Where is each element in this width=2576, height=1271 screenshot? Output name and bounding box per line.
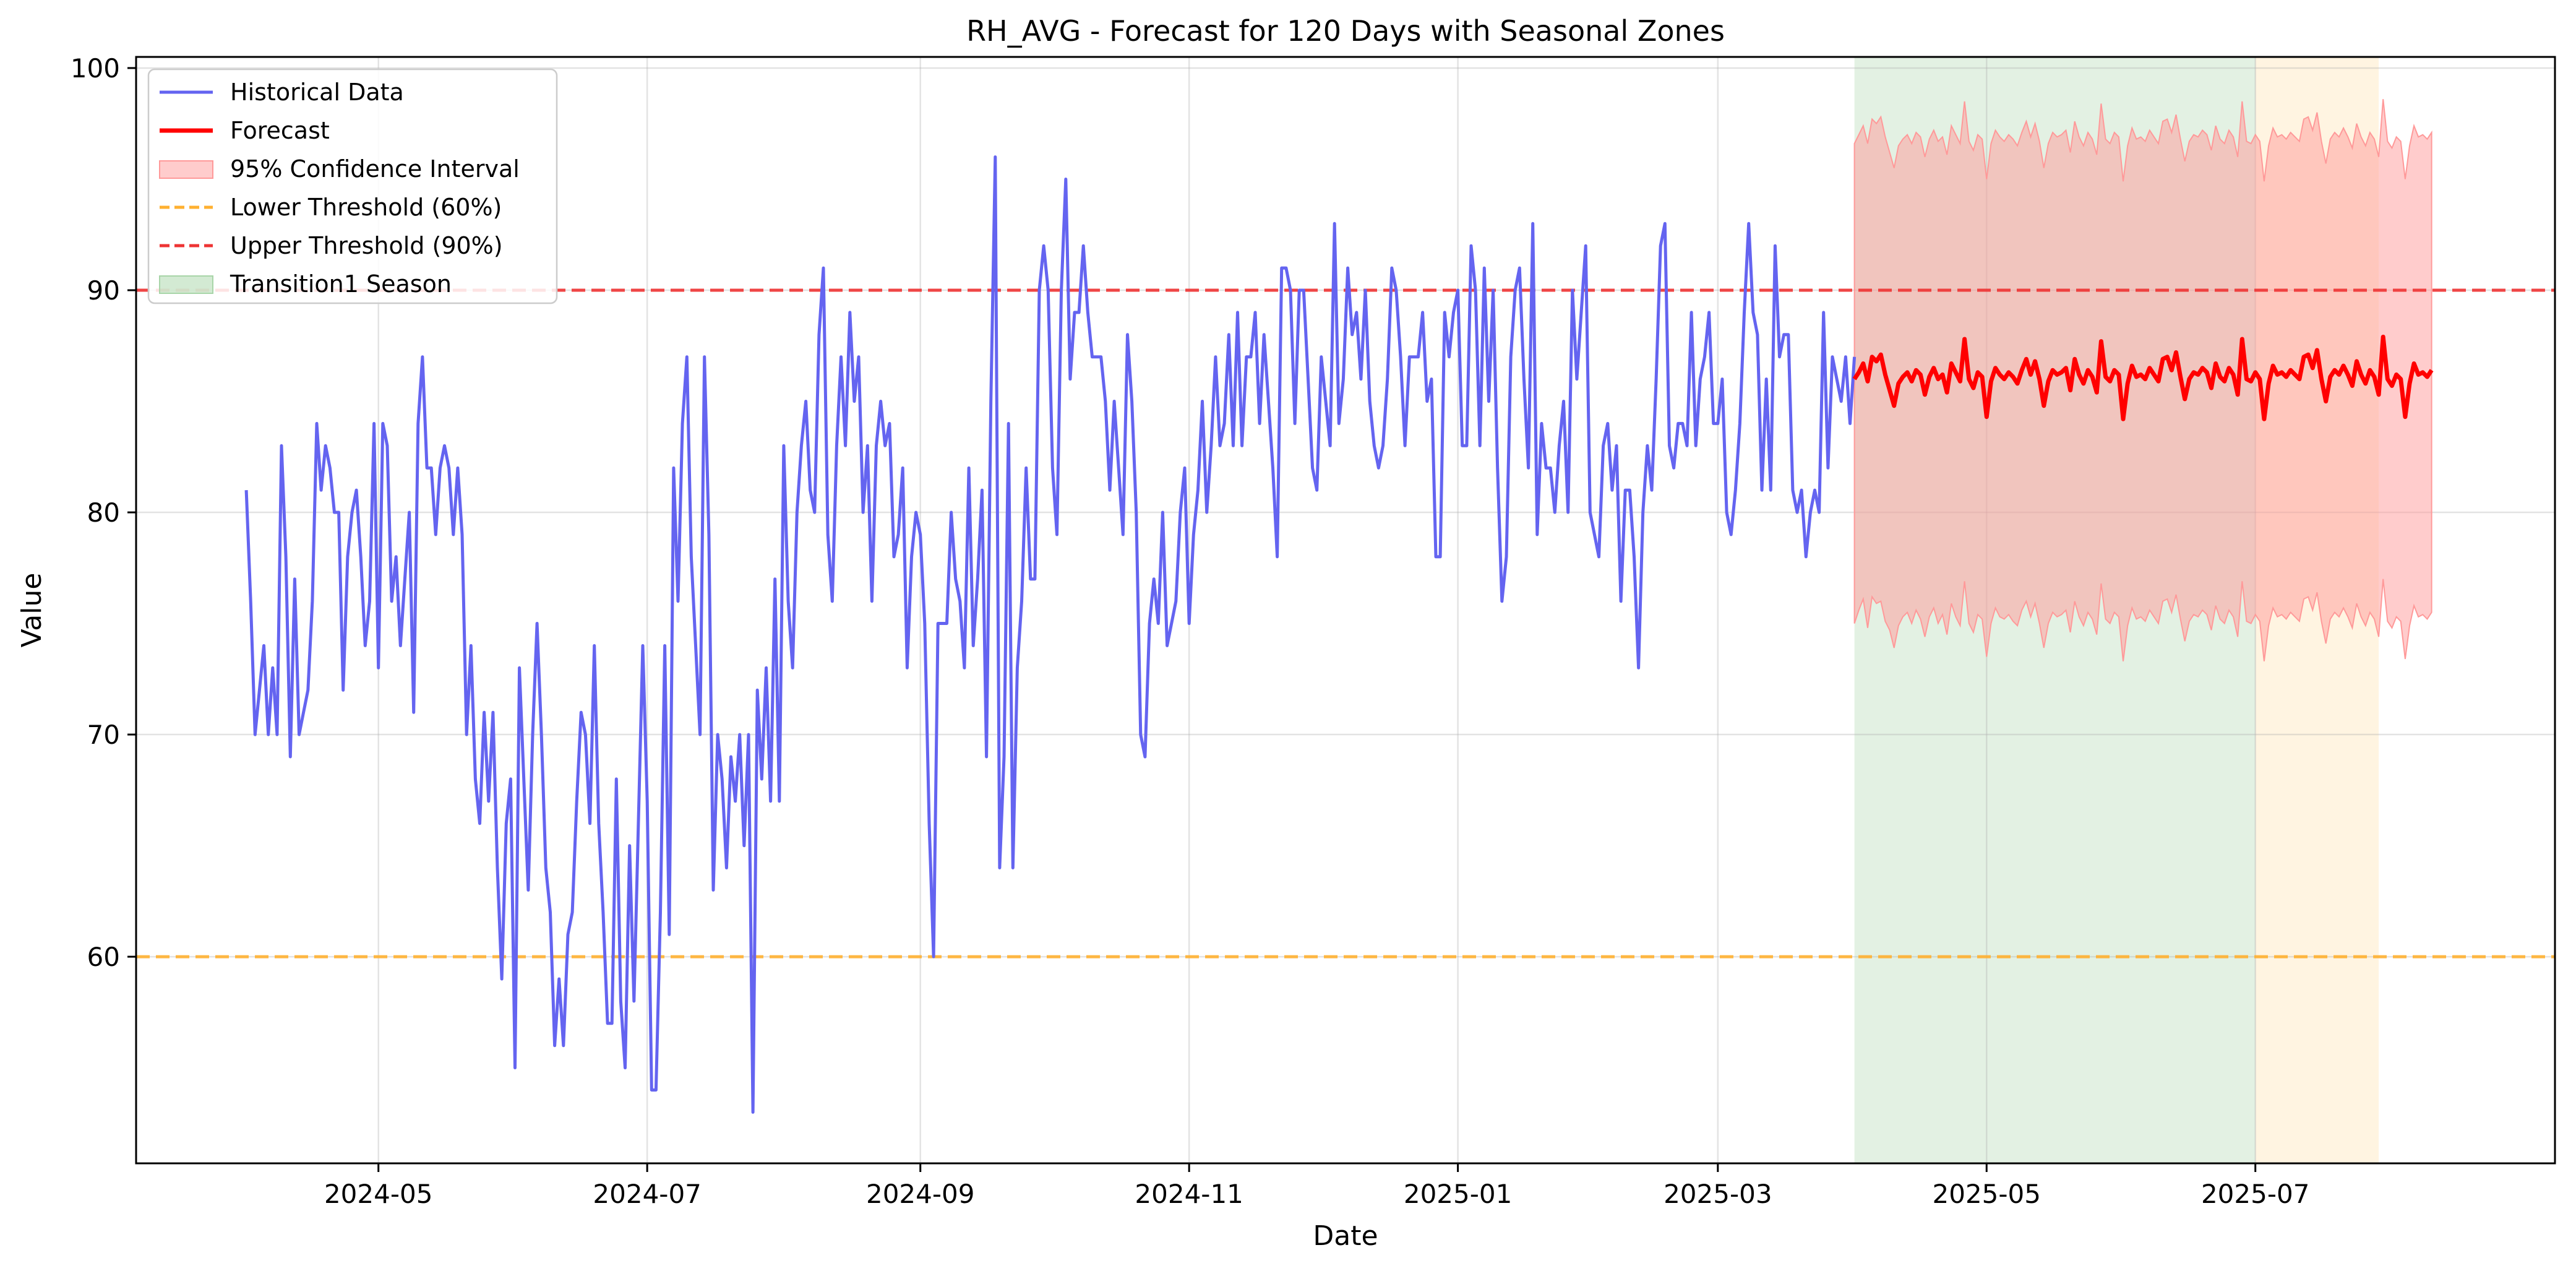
legend-label: Lower Threshold (60%) — [230, 194, 502, 221]
y-tick-label: 90 — [87, 275, 120, 306]
legend-box — [147, 68, 558, 304]
y-tick-label: 100 — [71, 53, 120, 84]
y-axis-ticks: 60 70 80 90 100 — [71, 53, 136, 972]
legend: Historical Data Forecast 95% Confidence In… — [147, 68, 558, 304]
forecast-line — [1852, 334, 2434, 421]
legend-swatch — [159, 275, 213, 294]
legend-label: Transition1 Season — [230, 270, 452, 298]
confidence-interval-area — [1853, 99, 2432, 661]
y-tick-label: 80 — [87, 498, 120, 528]
confidence-interval-band — [1853, 99, 2432, 661]
y-tick-label: 60 — [87, 942, 120, 972]
x-tick-label: 2024-05 — [324, 1179, 433, 1209]
x-tick-label: 2024-07 — [593, 1179, 702, 1209]
y-axis-label: Value — [16, 573, 48, 648]
legend-label: Forecast — [230, 117, 330, 144]
x-tick-label: 2024-11 — [1135, 1179, 1243, 1209]
historical-data-line — [244, 155, 1857, 1114]
legend-label: Upper Threshold (90%) — [230, 232, 503, 259]
x-axis-ticks: 2024-05 2024-07 2024-09 2024-11 2025-01 2025-… — [324, 1163, 2309, 1209]
x-tick-label: 2024-09 — [866, 1179, 975, 1209]
plot-area-frame — [135, 56, 2556, 1165]
x-tick-label: 2025-03 — [1664, 1179, 1772, 1209]
x-tick-label: 2025-01 — [1404, 1179, 1513, 1209]
x-tick-label: 2025-05 — [1933, 1179, 2041, 1209]
legend-swatch — [159, 160, 213, 179]
y-tick-label: 70 — [87, 720, 120, 750]
legend-label: 95% Confidence Interval — [230, 155, 520, 183]
x-axis-label: Date — [1313, 1220, 1378, 1252]
legend-label: Historical Data — [230, 79, 404, 106]
chart-title: RH_AVG - Forecast for 120 Days with Seas… — [966, 14, 1725, 48]
x-tick-label: 2025-07 — [2201, 1179, 2310, 1209]
data-series — [244, 155, 2434, 1114]
